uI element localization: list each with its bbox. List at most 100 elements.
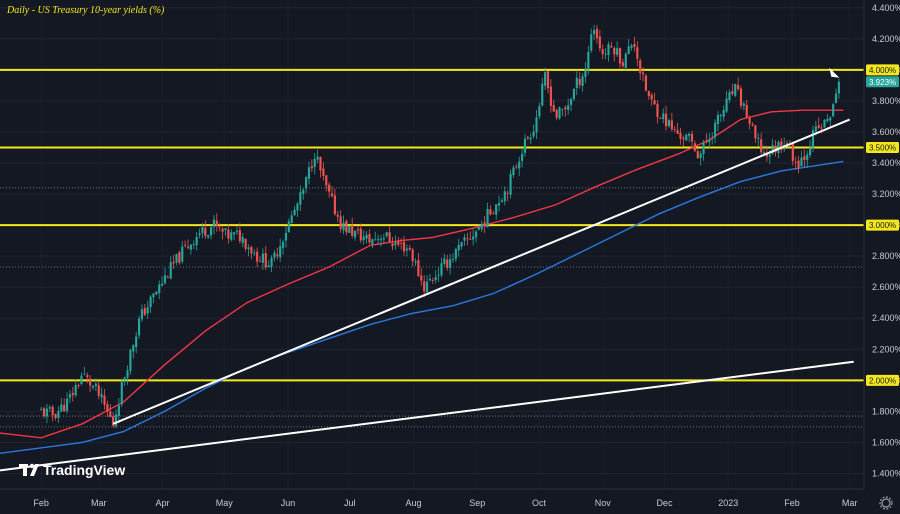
current-value-badge-bg bbox=[866, 76, 899, 88]
candle bbox=[449, 259, 452, 269]
candle bbox=[351, 225, 354, 236]
candle bbox=[728, 92, 731, 100]
candle bbox=[417, 259, 420, 277]
candle bbox=[77, 384, 80, 386]
candle bbox=[500, 200, 504, 202]
candle bbox=[186, 246, 190, 248]
candle bbox=[774, 145, 777, 153]
candle bbox=[169, 262, 172, 279]
candle bbox=[561, 108, 564, 110]
candle bbox=[486, 208, 489, 228]
candle bbox=[135, 336, 138, 347]
chart-title: Daily - US Treasury 10-year yields (%) bbox=[6, 5, 165, 16]
candle bbox=[132, 345, 135, 352]
candle bbox=[175, 253, 178, 263]
candle bbox=[423, 281, 426, 292]
candle bbox=[359, 228, 362, 241]
candle bbox=[192, 244, 195, 246]
candle bbox=[463, 237, 466, 241]
candle bbox=[814, 126, 817, 132]
x-tick-label: Feb bbox=[33, 498, 49, 508]
y-tick-label: 2.400% bbox=[872, 313, 900, 323]
candle bbox=[737, 85, 740, 90]
candle bbox=[379, 239, 383, 241]
level-badge-bg bbox=[866, 374, 899, 386]
candle bbox=[497, 202, 501, 206]
candle bbox=[613, 47, 616, 55]
candle bbox=[558, 107, 561, 119]
candle bbox=[195, 236, 198, 246]
y-tick-label: 2.200% bbox=[872, 344, 900, 354]
candle bbox=[472, 236, 475, 240]
candle bbox=[716, 114, 720, 124]
candle bbox=[492, 213, 495, 214]
candle bbox=[650, 94, 653, 100]
candle bbox=[811, 130, 815, 148]
candle bbox=[673, 128, 676, 130]
x-tick-label: Apr bbox=[156, 498, 170, 508]
candle bbox=[405, 248, 408, 251]
candle bbox=[201, 226, 204, 233]
candle bbox=[109, 411, 112, 417]
candle bbox=[515, 166, 518, 168]
candle bbox=[336, 214, 339, 217]
candle bbox=[261, 253, 264, 263]
candle bbox=[690, 133, 694, 142]
trendline-1 bbox=[112, 118, 850, 425]
candle bbox=[235, 231, 239, 233]
candle bbox=[233, 232, 236, 235]
candle bbox=[238, 230, 241, 242]
candle bbox=[149, 296, 152, 308]
settings-gear-icon[interactable] bbox=[879, 496, 893, 510]
candle bbox=[616, 48, 619, 55]
candle bbox=[820, 127, 823, 129]
candle bbox=[388, 232, 391, 243]
candle bbox=[51, 406, 54, 416]
candle bbox=[483, 222, 486, 227]
candle bbox=[601, 49, 604, 55]
candle bbox=[523, 138, 527, 153]
y-tick-label: 3.400% bbox=[872, 158, 900, 168]
candle bbox=[307, 167, 311, 179]
tradingview-logo-icon bbox=[19, 463, 39, 476]
trendline-2 bbox=[0, 360, 854, 472]
candle bbox=[267, 265, 270, 268]
candle bbox=[780, 141, 783, 150]
candle bbox=[506, 192, 509, 194]
candle bbox=[771, 145, 774, 155]
level-badge-bg bbox=[866, 64, 899, 76]
candle bbox=[647, 91, 650, 97]
candle bbox=[74, 384, 77, 396]
candle bbox=[184, 244, 187, 246]
candle bbox=[578, 78, 581, 85]
y-tick-label: 3.800% bbox=[872, 96, 900, 106]
y-tick-label: 1.400% bbox=[872, 468, 900, 478]
candle bbox=[264, 253, 267, 268]
candle bbox=[397, 241, 400, 245]
candle bbox=[391, 243, 394, 247]
candle bbox=[402, 241, 406, 252]
level-badges: 4.000% 3.500% 3.000% 2.000% 3.923% bbox=[866, 64, 899, 386]
candle bbox=[451, 259, 455, 261]
candle bbox=[106, 404, 109, 412]
candle bbox=[826, 118, 829, 122]
candle bbox=[480, 223, 483, 230]
candle bbox=[742, 103, 745, 106]
candle bbox=[713, 122, 717, 138]
candle bbox=[688, 133, 691, 136]
candle bbox=[794, 161, 797, 163]
candle bbox=[777, 142, 780, 153]
x-tick-label: Oct bbox=[532, 498, 547, 508]
candle bbox=[293, 209, 296, 215]
candle bbox=[604, 53, 607, 55]
candle bbox=[374, 239, 377, 241]
candle bbox=[100, 394, 103, 398]
candle bbox=[94, 383, 97, 386]
candle bbox=[569, 99, 573, 105]
candle bbox=[748, 118, 751, 124]
candle bbox=[279, 246, 282, 258]
candle bbox=[48, 407, 51, 409]
candle bbox=[83, 374, 86, 375]
candle bbox=[316, 156, 319, 160]
